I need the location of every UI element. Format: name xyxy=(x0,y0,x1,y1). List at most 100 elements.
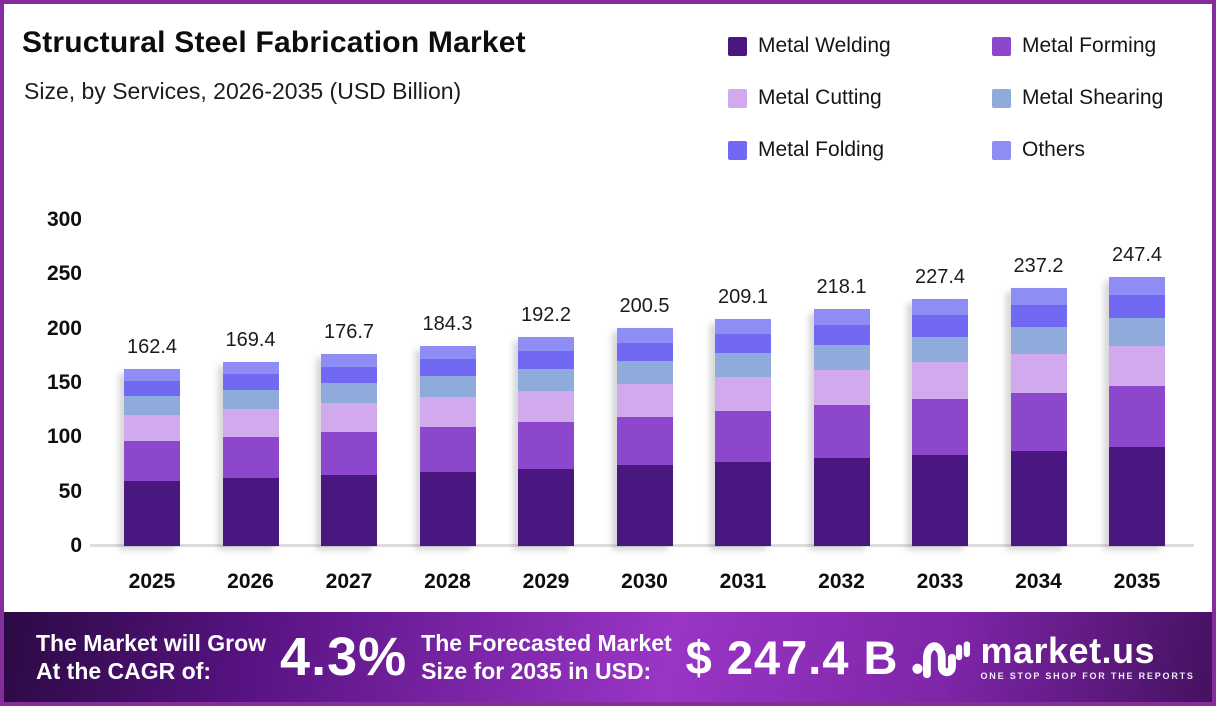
legend-label: Metal Welding xyxy=(758,34,891,57)
legend-label: Metal Forming xyxy=(1022,34,1157,57)
forecast-label: The Forecasted Market Size for 2035 in U… xyxy=(421,629,672,685)
bar-total-label: 200.5 xyxy=(619,295,670,318)
cagr-label-line1: The Market will Grow xyxy=(36,629,267,656)
bar-segment-metal-cutting xyxy=(715,376,771,412)
bar-total-label: 247.4 xyxy=(1111,244,1163,267)
y-tick-label: 0 xyxy=(70,534,82,557)
bar-total-label: 218.1 xyxy=(816,275,867,298)
legend-swatch-metal-welding xyxy=(728,36,747,56)
bar-segment-metal-forming xyxy=(1109,386,1165,447)
bar-segment-metal-shearing xyxy=(222,390,279,410)
bar-segment-metal-shearing xyxy=(1109,318,1165,347)
bar-column-2027: 176.7 2027 xyxy=(321,220,377,593)
legend-item-metal-cutting: Metal Cutting xyxy=(728,86,992,110)
bar-segment-metal-shearing xyxy=(419,376,476,398)
bar-segment-metal-welding xyxy=(1010,450,1067,546)
x-axis-label: 2027 xyxy=(325,570,373,593)
x-axis-label: 2028 xyxy=(424,570,471,593)
bar-segment-metal-folding xyxy=(419,358,476,377)
bar-segment-others xyxy=(912,299,968,316)
bar-segment-metal-forming xyxy=(222,436,279,478)
y-tick-label: 150 xyxy=(46,371,82,394)
bar-total-label: 209.1 xyxy=(717,285,769,308)
bar-segment-metal-forming xyxy=(419,427,476,472)
bar-segment-metal-cutting xyxy=(1010,354,1067,393)
stacked-bar-chart: 162.4 2025 169.4 2026 176.7 2027 184.3 2028 192.… xyxy=(124,220,1165,593)
bar-total-label: 184.3 xyxy=(422,312,473,335)
bar-segment-metal-cutting xyxy=(321,403,377,432)
legend-item-metal-welding: Metal Welding xyxy=(728,34,992,58)
bar-segment-metal-cutting xyxy=(616,383,673,417)
bar-total-label: 192.2 xyxy=(520,304,572,327)
bar-segment-metal-cutting xyxy=(912,362,968,400)
x-axis-label: 2026 xyxy=(227,570,274,593)
bar-stack xyxy=(715,318,771,546)
bar-segment-others xyxy=(1109,277,1165,296)
bar-segment-metal-welding xyxy=(813,458,870,546)
bar-segment-metal-folding xyxy=(1109,295,1165,319)
cagr-value: 4.3% xyxy=(280,627,408,687)
legend-swatch-metal-shearing xyxy=(992,88,1011,108)
bar-total-label: 176.7 xyxy=(323,320,375,343)
bar-stack xyxy=(124,369,180,546)
bar-segment-metal-shearing xyxy=(124,396,180,415)
bar-segment-metal-welding xyxy=(321,474,377,546)
bar-stack xyxy=(222,361,279,546)
x-axis-label: 2029 xyxy=(522,570,570,593)
bar-segment-metal-folding xyxy=(616,342,673,362)
bar-segment-metal-welding xyxy=(518,468,574,546)
bar-segment-others xyxy=(616,328,673,343)
x-axis-label: 2025 xyxy=(128,570,176,593)
forecast-label-line2: Size for 2035 in USD: xyxy=(421,658,652,684)
bar-stack xyxy=(912,299,968,546)
legend-item-metal-shearing: Metal Shearing xyxy=(992,86,1163,110)
x-axis-label: 2032 xyxy=(818,570,865,593)
legend-swatch-metal-folding xyxy=(728,140,747,160)
x-axis-label: 2031 xyxy=(719,570,767,593)
bar-column-2030: 200.5 2030 xyxy=(616,220,673,593)
x-axis-label: 2035 xyxy=(1113,570,1161,593)
bar-segment-metal-cutting xyxy=(222,409,279,437)
y-tick-label: 100 xyxy=(46,425,82,449)
bar-segment-metal-folding xyxy=(124,381,180,397)
bar-segment-metal-cutting xyxy=(124,414,180,442)
bar-segment-metal-folding xyxy=(1010,305,1067,328)
bar-stack xyxy=(1109,277,1165,546)
y-tick-label: 200 xyxy=(46,316,82,340)
x-axis-label: 2030 xyxy=(621,570,668,593)
bar-segment-others xyxy=(222,361,279,375)
bar-segment-metal-cutting xyxy=(419,397,476,428)
brand-logo: market.us ONE STOP SHOP FOR THE REPORTS xyxy=(912,631,1194,683)
forecast-value: $ 247.4 B xyxy=(685,630,899,684)
bar-segment-metal-shearing xyxy=(912,336,968,363)
page-title: Structural Steel Fabrication Market xyxy=(22,26,526,59)
bar-segment-metal-forming xyxy=(813,405,870,459)
bar-segment-metal-folding xyxy=(715,333,771,354)
y-tick-label: 50 xyxy=(58,479,82,503)
bar-segment-metal-forming xyxy=(912,399,968,455)
bar-segment-others xyxy=(419,345,476,359)
bar-segment-metal-folding xyxy=(813,324,870,346)
bar-segment-metal-folding xyxy=(222,374,279,391)
bar-segment-others xyxy=(1010,288,1067,306)
bar-segment-others xyxy=(715,318,771,334)
bar-stack xyxy=(419,345,476,546)
legend-label: Metal Cutting xyxy=(758,86,882,109)
bar-column-2033: 227.4 2033 xyxy=(912,220,968,593)
legend-swatch-metal-forming xyxy=(992,36,1011,56)
bar-segment-metal-shearing xyxy=(616,361,673,384)
bar-segment-metal-welding xyxy=(912,454,968,546)
x-axis-label: 2033 xyxy=(916,570,964,593)
bar-stack xyxy=(518,337,574,546)
bar-stack xyxy=(321,353,377,546)
y-tick-label: 250 xyxy=(46,262,82,286)
bar-segment-metal-forming xyxy=(321,431,377,475)
cagr-label: The Market will Grow At the CAGR of: xyxy=(36,629,266,685)
bar-segment-metal-cutting xyxy=(518,390,574,422)
legend-label: Metal Folding xyxy=(758,138,885,161)
legend: Metal Welding Metal Forming Metal Cutting M… xyxy=(728,34,1163,162)
x-axis-label: 2034 xyxy=(1015,570,1062,593)
brand-tagline: ONE STOP SHOP FOR THE REPORTS xyxy=(980,671,1195,681)
bar-total-label: 237.2 xyxy=(1013,255,1064,278)
